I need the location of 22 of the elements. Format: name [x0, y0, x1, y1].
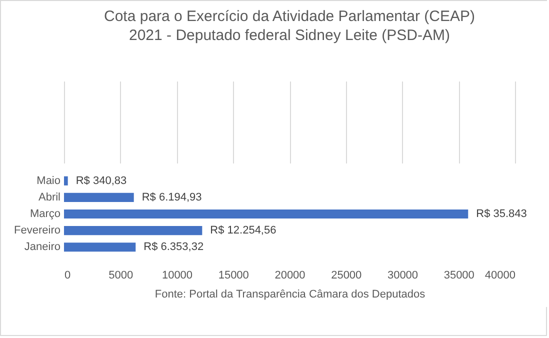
chart-title: Cota para o Exercício da Atividade Parlamentar (CEAP) [104, 8, 476, 25]
y-tick-label: Abril [38, 191, 60, 204]
x-tick-label: 10000 [162, 270, 193, 282]
x-tick-label: 25000 [331, 270, 362, 282]
x-tick-label: 20000 [274, 270, 306, 282]
x-tick-label: 35000 [444, 270, 474, 282]
data-label: R$ 35.843 [476, 208, 527, 220]
x-tick-label: 15000 [218, 270, 249, 282]
data-label: R$ 6.353,32 [144, 241, 204, 254]
x-tick-label: 5000 [108, 270, 134, 282]
chart-subtitle: 2021 - Deputado federal Sidney Leite (PSD-AM) [128, 27, 450, 44]
x-tick-label: 0 [64, 270, 71, 282]
data-label: R$ 6.194,93 [142, 191, 202, 204]
y-tick-label: Janeiro [24, 241, 60, 254]
source-note: Fonte: Portal da Transparência Câmara dos Deputados [154, 288, 426, 300]
x-tick-label: 30000 [387, 270, 418, 282]
y-tick-label: Maio [36, 174, 60, 187]
data-label: R$ 12.254,56 [210, 224, 276, 237]
y-tick-label: Março [30, 208, 60, 220]
data-label: R$ 340,83 [76, 174, 127, 187]
y-tick-label: Fevereiro [14, 224, 60, 237]
x-tick-label: 40000 [484, 270, 516, 282]
